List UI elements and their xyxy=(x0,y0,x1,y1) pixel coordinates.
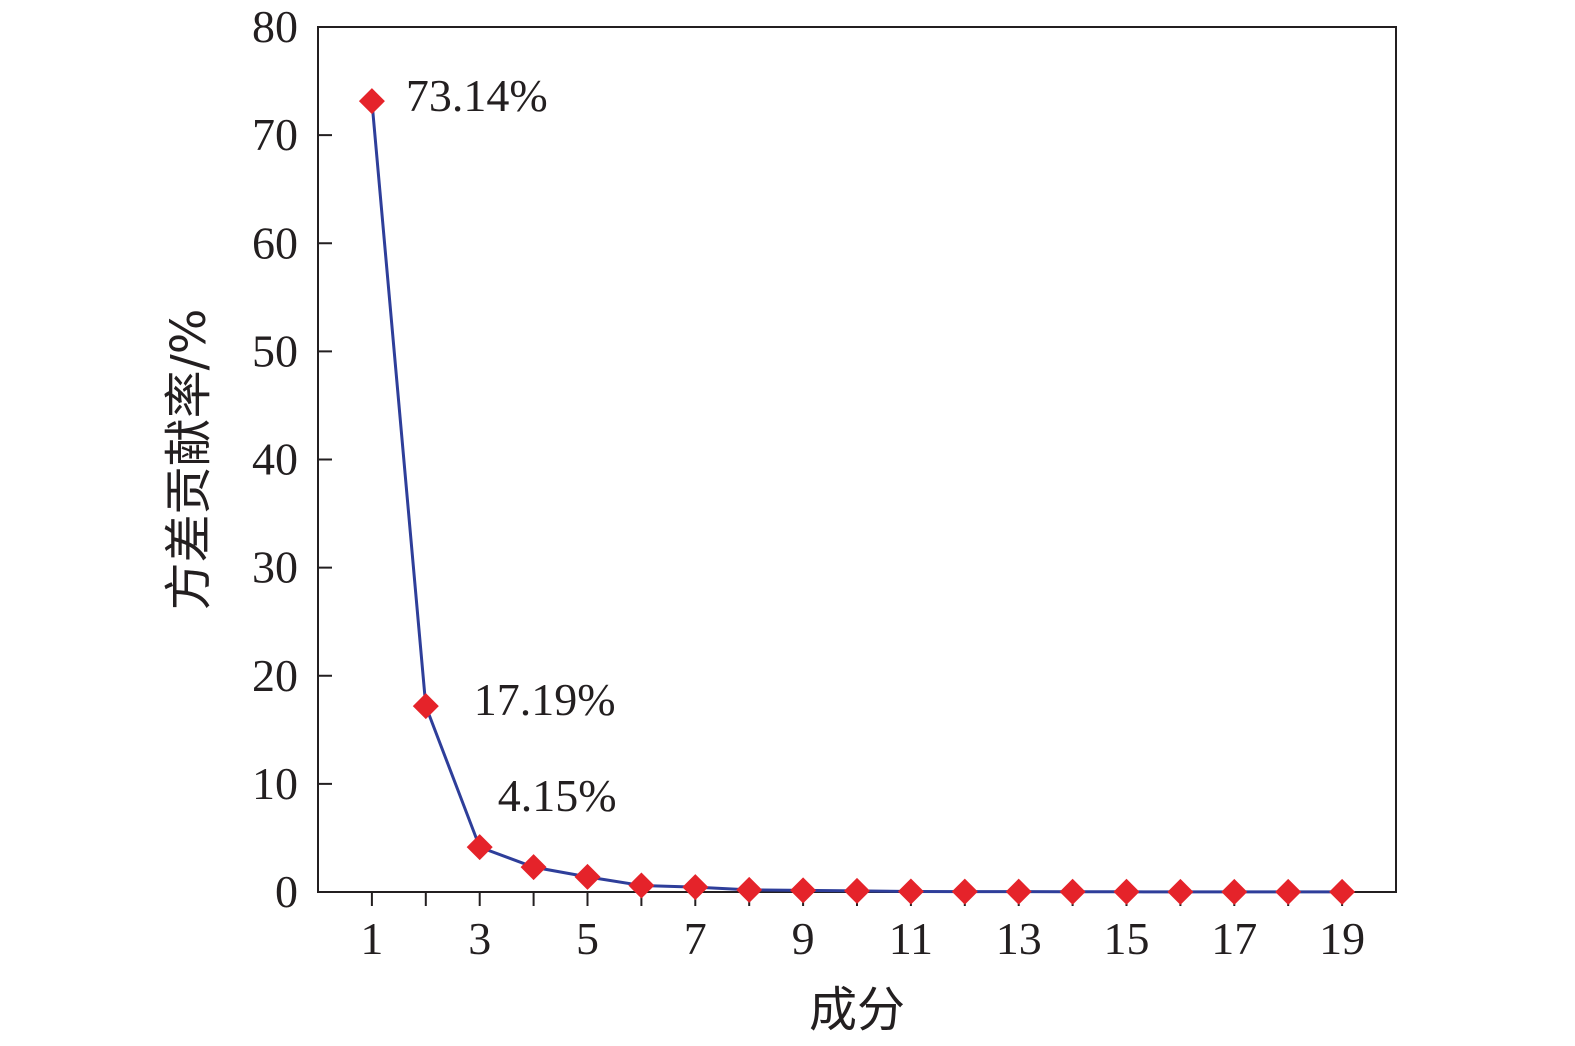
y-tick-label: 80 xyxy=(252,1,298,52)
data-point-marker xyxy=(790,877,817,904)
plot-frame xyxy=(317,26,1397,893)
x-tick-label: 13 xyxy=(996,913,1042,964)
data-point-marker xyxy=(1005,878,1032,905)
data-point-marker xyxy=(412,693,439,720)
y-tick-label: 40 xyxy=(252,434,298,485)
data-point-marker xyxy=(1059,878,1086,905)
x-tick-label: 3 xyxy=(468,913,491,964)
data-point-marker xyxy=(1329,878,1356,905)
data-point-marker xyxy=(897,878,924,905)
labels: 73.14% 17.19% 4.15% xyxy=(406,70,617,821)
data-point-marker xyxy=(682,874,709,901)
x-tick-label: 11 xyxy=(889,913,933,964)
y-tick-label: 70 xyxy=(252,109,298,160)
data-point-marker xyxy=(1221,878,1248,905)
data-point-marker xyxy=(736,876,763,903)
y-tick-label: 0 xyxy=(275,866,298,917)
x-tick-label: 15 xyxy=(1104,913,1150,964)
data-point-marker xyxy=(628,872,655,899)
x-tick-label: 19 xyxy=(1319,913,1365,964)
series-layer xyxy=(358,88,1356,905)
data-point-marker xyxy=(1167,878,1194,905)
data-point-marker xyxy=(574,863,601,890)
x-tick-label: 5 xyxy=(576,913,599,964)
y-tick-label: 20 xyxy=(252,650,298,701)
y-tick-label: 10 xyxy=(252,758,298,809)
x-axis-title: 成分 xyxy=(809,982,905,1038)
y-tick-label: 60 xyxy=(252,217,298,268)
y-tick-label: 50 xyxy=(252,325,298,376)
data-point-marker xyxy=(844,877,870,904)
y-tick-label: 30 xyxy=(252,542,298,593)
data-label: 73.14% xyxy=(406,70,548,121)
data-point-marker xyxy=(466,834,493,861)
data-point-marker xyxy=(951,878,978,905)
x-tick-label: 9 xyxy=(792,913,815,964)
data-point-marker xyxy=(520,854,547,881)
data-point-marker xyxy=(1275,878,1302,905)
data-label: 17.19% xyxy=(474,674,616,725)
x-tick-label: 1 xyxy=(360,913,383,964)
x-tick-label: 7 xyxy=(684,913,707,964)
y-axis-title: 方差贡献率/% xyxy=(161,309,217,611)
data-point-marker xyxy=(1113,878,1140,905)
x-tick-label: 17 xyxy=(1211,913,1257,964)
data-point-marker xyxy=(358,88,385,115)
data-label: 4.15% xyxy=(498,770,617,821)
